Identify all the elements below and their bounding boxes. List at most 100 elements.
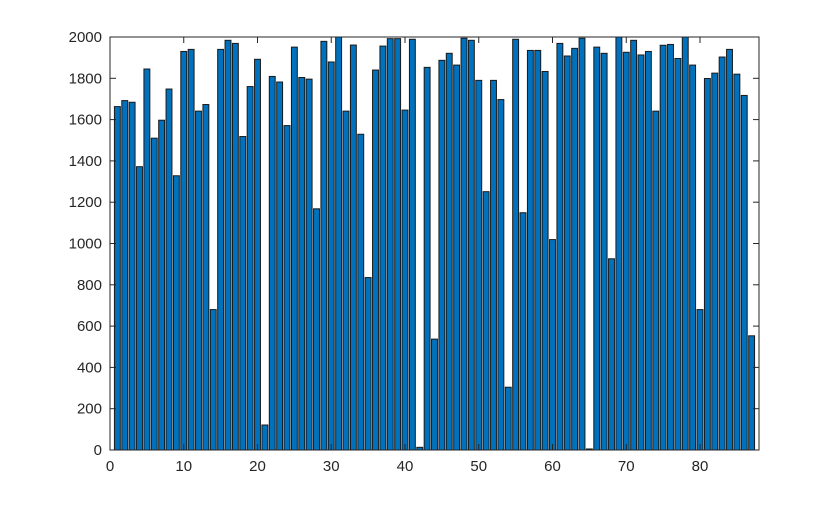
x-tick-label: 60 [544, 458, 561, 475]
bar-31 [335, 36, 343, 451]
y-tick-label: 1600 [69, 112, 102, 129]
bar-1 [113, 106, 121, 451]
bar-21 [261, 424, 269, 451]
bar-83 [718, 56, 726, 451]
bar-56 [519, 212, 527, 451]
bar-15 [217, 48, 225, 451]
bar-11 [187, 48, 195, 451]
bar-27 [305, 78, 313, 451]
x-tick-label: 40 [397, 458, 414, 475]
bar-48 [460, 37, 468, 451]
bar-87 [748, 335, 756, 451]
bar-86 [740, 94, 748, 451]
bar-47 [453, 64, 461, 451]
bar-44 [431, 338, 438, 451]
y-tick-label: 1000 [69, 236, 102, 253]
bar-55 [512, 38, 520, 451]
bar-43 [423, 66, 431, 451]
bar-6 [150, 137, 158, 451]
y-tick-label: 1800 [69, 70, 102, 87]
bar-4 [136, 166, 143, 451]
bar-32 [342, 110, 350, 451]
bar-34 [357, 133, 365, 451]
x-tick-label: 70 [618, 458, 635, 475]
bar-18 [239, 136, 247, 451]
bar-16 [224, 39, 232, 451]
bar-59 [541, 70, 549, 451]
bar-50 [475, 79, 483, 451]
axes-group: 0 10 20 30 40 50 60 70 8002004006008001000120014… [69, 29, 760, 475]
bar-46 [445, 52, 453, 451]
bar-85 [733, 73, 741, 451]
bar-74 [652, 110, 660, 451]
bar-7 [158, 119, 166, 451]
bar-2 [121, 100, 129, 451]
bar-49 [467, 39, 475, 451]
bar-72 [637, 54, 645, 451]
bar-19 [246, 86, 254, 451]
bar-8 [165, 88, 173, 451]
bar-37 [379, 45, 387, 451]
bar-81 [703, 78, 711, 451]
bar-23 [276, 81, 284, 451]
y-tick-label: 2000 [69, 29, 102, 46]
y-tick-label: 1200 [69, 194, 102, 211]
bar-78 [681, 36, 689, 451]
y-tick-label: 200 [77, 401, 102, 418]
bar-38 [386, 38, 394, 451]
bar-80 [696, 309, 704, 451]
y-tick-label: 600 [77, 318, 102, 335]
bar-61 [556, 42, 564, 451]
bar-10 [180, 50, 188, 451]
bar-79 [689, 64, 697, 451]
bar-67 [600, 52, 608, 451]
bar-82 [711, 72, 719, 451]
x-tick-label: 80 [692, 458, 709, 475]
x-tick-label: 0 [106, 458, 114, 475]
x-tick-label: 10 [175, 458, 192, 475]
bar-5 [143, 68, 151, 451]
bar-52 [490, 79, 497, 451]
bar-12 [195, 110, 202, 451]
bar-9 [172, 175, 180, 451]
bar-39 [394, 38, 402, 451]
bar-58 [534, 49, 542, 451]
bar-70 [622, 51, 630, 451]
bar-22 [268, 75, 276, 451]
x-tick-label: 50 [470, 458, 487, 475]
bar-36 [372, 69, 379, 451]
bar-53 [497, 99, 505, 451]
bar-54 [504, 386, 512, 451]
bar-13 [202, 104, 210, 451]
bar-68 [608, 258, 615, 451]
bar-75 [659, 44, 667, 451]
bar-41 [408, 38, 416, 451]
bar-63 [571, 47, 579, 451]
bar-14 [209, 309, 217, 451]
bar-3 [128, 101, 136, 451]
y-tick-label: 800 [77, 277, 102, 294]
y-tick-label: 0 [94, 442, 102, 459]
bar-33 [349, 44, 357, 451]
y-tick-label: 1400 [69, 153, 102, 170]
bar-84 [726, 48, 733, 451]
bar-76 [667, 43, 674, 451]
bar-73 [644, 50, 652, 451]
bar-77 [674, 57, 682, 451]
bar-25 [290, 46, 298, 451]
bar-60 [549, 239, 556, 451]
bar-71 [630, 39, 638, 451]
x-tick-label: 20 [249, 458, 266, 475]
bar-24 [283, 125, 291, 451]
bar-35 [364, 277, 372, 451]
bar-17 [231, 42, 239, 451]
bar-45 [438, 59, 446, 451]
bar-51 [482, 191, 490, 451]
bar-64 [578, 37, 586, 451]
bar-69 [615, 36, 623, 451]
bar-30 [327, 61, 335, 451]
bar-57 [526, 49, 534, 451]
bar-20 [254, 58, 261, 451]
bar-40 [401, 109, 409, 451]
